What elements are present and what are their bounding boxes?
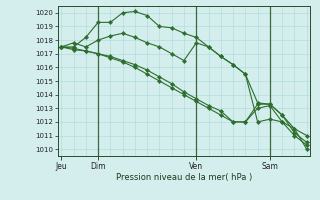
X-axis label: Pression niveau de la mer( hPa ): Pression niveau de la mer( hPa ) [116,173,252,182]
